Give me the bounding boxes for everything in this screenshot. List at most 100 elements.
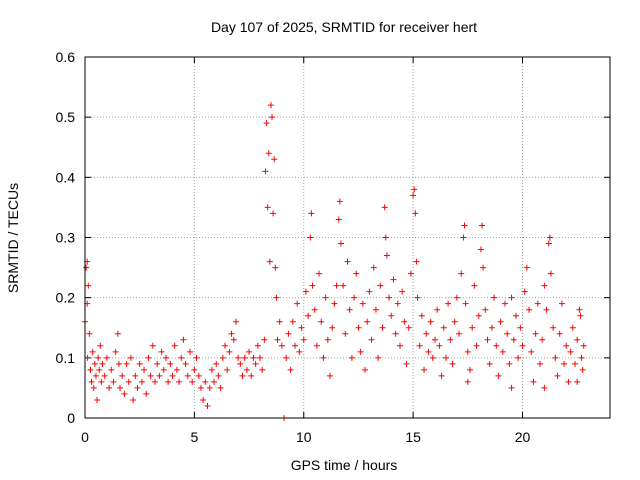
data-point <box>491 294 498 301</box>
x-tick-label: 15 <box>405 429 421 445</box>
data-point <box>523 264 530 271</box>
data-point <box>213 360 220 367</box>
y-tick-label: 0.6 <box>56 49 76 65</box>
data-point <box>103 354 110 361</box>
data-point <box>263 120 270 127</box>
data-point <box>379 324 386 331</box>
data-point <box>160 366 167 373</box>
data-point <box>90 384 97 391</box>
data-point <box>101 372 108 379</box>
data-point <box>193 354 200 361</box>
data-point <box>508 384 515 391</box>
data-point <box>283 354 290 361</box>
data-point <box>178 354 185 361</box>
data-point <box>493 342 500 349</box>
data-point <box>85 282 92 289</box>
data-point <box>372 306 379 313</box>
data-point <box>392 330 399 337</box>
data-point <box>508 294 515 301</box>
gridlines <box>85 57 610 418</box>
data-point <box>390 276 397 283</box>
data-point <box>217 384 224 391</box>
data-point <box>320 354 327 361</box>
data-point <box>565 378 572 385</box>
data-point <box>127 354 134 361</box>
data-point <box>119 372 126 379</box>
data-point <box>554 372 561 379</box>
data-point <box>167 360 174 367</box>
data-point <box>355 324 362 331</box>
data-point <box>414 294 421 301</box>
data-point <box>484 336 491 343</box>
chart-title: Day 107 of 2025, SRMTID for receiver her… <box>211 19 477 35</box>
data-point <box>381 204 388 211</box>
data-point <box>136 360 143 367</box>
data-point <box>410 192 417 199</box>
data-point <box>405 324 412 331</box>
data-point <box>340 282 347 289</box>
data-point <box>95 354 102 361</box>
data-point <box>261 336 268 343</box>
data-point <box>208 366 215 373</box>
data-point <box>539 336 546 343</box>
y-axis-label: SRMTID / TECUs <box>5 183 21 293</box>
data-point <box>134 384 141 391</box>
data-point <box>556 330 563 337</box>
data-point <box>453 294 460 301</box>
data-point <box>526 306 533 313</box>
data-point <box>413 258 420 265</box>
data-point <box>537 360 543 367</box>
data-point <box>333 282 340 289</box>
data-point <box>269 114 276 121</box>
data-point <box>528 348 535 355</box>
data-point <box>394 300 401 307</box>
data-point <box>499 348 506 355</box>
data-point <box>191 366 198 373</box>
data-point <box>130 396 137 403</box>
data-point <box>411 186 418 193</box>
data-point <box>461 222 468 229</box>
data-point <box>228 330 235 337</box>
data-point <box>99 360 106 367</box>
data-point <box>106 384 113 391</box>
data-point <box>460 234 467 241</box>
data-point <box>488 324 495 331</box>
data-point <box>204 402 211 409</box>
data-point <box>86 330 93 337</box>
data-point <box>447 336 454 343</box>
data-point <box>482 306 489 313</box>
data-point <box>382 234 389 241</box>
data-point <box>327 372 333 379</box>
data-point <box>252 360 259 367</box>
data-point <box>110 378 117 385</box>
data-point <box>309 282 316 289</box>
data-point <box>117 384 123 391</box>
data-point <box>138 378 145 385</box>
data-point <box>495 372 502 379</box>
data-point <box>517 324 524 331</box>
data-point <box>215 372 222 379</box>
data-point <box>313 342 320 349</box>
data-point <box>377 282 384 289</box>
data-point <box>158 348 165 355</box>
data-point <box>96 366 103 373</box>
data-point <box>416 342 423 349</box>
data-point <box>580 342 587 349</box>
data-point <box>506 360 513 367</box>
data-point <box>569 324 576 331</box>
data-point <box>480 264 487 271</box>
data-point <box>519 342 526 349</box>
data-point <box>305 312 312 319</box>
data-point <box>162 354 169 361</box>
data-point <box>149 342 156 349</box>
data-point <box>434 306 441 313</box>
data-point <box>224 366 231 373</box>
data-point <box>195 372 202 379</box>
data-point <box>302 288 309 295</box>
data-point <box>262 168 269 175</box>
data-point <box>572 360 578 367</box>
data-point <box>427 318 434 325</box>
data-point <box>222 342 228 349</box>
data-point <box>550 324 557 331</box>
